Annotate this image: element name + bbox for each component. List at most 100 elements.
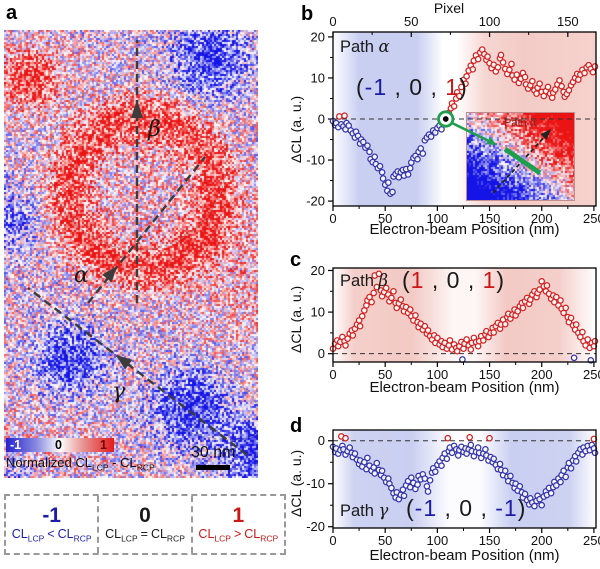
y-tick-label: -20 bbox=[306, 194, 325, 209]
data-point bbox=[366, 148, 373, 156]
top-tick-label: 0 bbox=[329, 14, 336, 29]
legend-formula: CLLCP > CLRCP bbox=[198, 527, 279, 544]
x-tick-label: 250 bbox=[583, 533, 600, 548]
panel-a-letter: a bbox=[6, 2, 18, 24]
data-point bbox=[450, 102, 458, 110]
legend-value: 0 bbox=[139, 504, 151, 528]
x-tick-label: 0 bbox=[329, 367, 336, 382]
legend-formula: CLLCP = CLRCP bbox=[105, 527, 185, 544]
data-point bbox=[562, 304, 570, 312]
data-point bbox=[536, 286, 543, 293]
scalebar-bar bbox=[196, 465, 230, 470]
data-point bbox=[446, 337, 454, 344]
colorbar-caption-minus: - CL bbox=[112, 455, 137, 470]
plot-frame bbox=[332, 267, 597, 363]
data-point bbox=[359, 138, 367, 146]
data-point bbox=[482, 445, 489, 453]
data-point bbox=[567, 464, 575, 472]
legend-value: 1 bbox=[232, 504, 245, 528]
data-point bbox=[521, 490, 529, 498]
data-point bbox=[421, 475, 429, 482]
y-tick-label: 0 bbox=[318, 433, 325, 448]
data-point bbox=[379, 175, 387, 182]
panel-c-yaxis-label: ΔCL (a. u.) bbox=[288, 285, 304, 353]
x-tick-label: 50 bbox=[378, 211, 392, 226]
data-point bbox=[536, 80, 543, 88]
x-tick-label: 0 bbox=[329, 211, 336, 226]
data-point bbox=[513, 71, 521, 79]
panel-d-letter: d bbox=[290, 415, 303, 437]
data-point bbox=[591, 449, 599, 457]
x-tick-label: 150 bbox=[479, 211, 501, 226]
map-paths-overlay: α β γ bbox=[27, 40, 258, 456]
data-point bbox=[552, 482, 560, 489]
data-point bbox=[349, 332, 357, 339]
colorbar-caption: Normalized CLLCP - CLRCP bbox=[6, 455, 155, 473]
data-point bbox=[421, 322, 429, 330]
inset-overlay bbox=[492, 129, 551, 194]
data-point bbox=[547, 489, 555, 497]
data-point bbox=[370, 289, 378, 297]
data-point bbox=[591, 63, 599, 70]
path-alpha-arrowhead bbox=[102, 266, 117, 283]
colorbar-caption-sub-lcp: LCP bbox=[91, 462, 109, 473]
inset-path-alpha-arrowhead bbox=[540, 129, 551, 140]
data-point bbox=[427, 133, 435, 140]
x-tick-label: 100 bbox=[427, 367, 449, 382]
cl-polarization-map bbox=[4, 30, 258, 478]
data-point bbox=[375, 270, 383, 278]
data-point bbox=[497, 51, 505, 59]
data-point bbox=[506, 66, 513, 74]
data-point bbox=[414, 481, 421, 488]
data-point bbox=[434, 334, 441, 342]
path-alpha-dashed-line bbox=[87, 156, 206, 304]
data-point bbox=[406, 164, 414, 172]
panel-d-annotation: (-1 , 0 , -1) bbox=[406, 495, 527, 521]
data-point bbox=[556, 77, 563, 84]
data-point bbox=[404, 171, 412, 178]
x-tick-label: 50 bbox=[378, 533, 392, 548]
data-point bbox=[521, 73, 529, 81]
polarization-legend: -1 CLLCP < CLRCP 0 CLLCP = CLRCP 1 CLLCP > CLR… bbox=[4, 494, 286, 555]
data-point bbox=[589, 68, 597, 76]
panel-c-xaxis-label: Electron-beam Position (nm) bbox=[369, 379, 560, 396]
plot-frame bbox=[332, 429, 597, 529]
data-point bbox=[581, 69, 588, 77]
data-point bbox=[360, 458, 368, 466]
data-point bbox=[399, 486, 407, 494]
panel-b-xaxis-label: Electron-beam Position (nm) bbox=[369, 221, 560, 238]
data-point bbox=[438, 462, 445, 470]
colorbar-max-label: 1 bbox=[100, 438, 107, 452]
data-point bbox=[474, 444, 482, 451]
data-point bbox=[567, 314, 575, 322]
data-point bbox=[494, 63, 502, 71]
x-tick-label: 50 bbox=[378, 367, 392, 382]
data-point bbox=[431, 468, 439, 476]
data-point bbox=[412, 312, 419, 319]
legend-cell-zero: 0 CLLCP = CLRCP bbox=[97, 496, 190, 553]
legend-value: -1 bbox=[42, 504, 61, 528]
data-point bbox=[368, 298, 375, 306]
colorbar bbox=[6, 438, 114, 452]
y-tick-label: 20 bbox=[311, 263, 325, 278]
data-point bbox=[358, 312, 366, 320]
panel-b-letter: b bbox=[301, 3, 314, 25]
data-point bbox=[397, 296, 405, 303]
data-point bbox=[454, 452, 462, 459]
data-point bbox=[467, 441, 475, 449]
x-tick-label: 250 bbox=[583, 367, 600, 382]
y-tick-label: 10 bbox=[311, 70, 325, 85]
data-point bbox=[519, 304, 527, 312]
data-point bbox=[579, 328, 586, 336]
inset-path-alpha-dashed-line bbox=[492, 133, 548, 194]
colorbar-caption-sub-rcp: RCP bbox=[136, 462, 155, 473]
data-point bbox=[414, 155, 421, 163]
x-tick-label: 200 bbox=[531, 533, 553, 548]
data-point bbox=[507, 472, 514, 480]
data-point bbox=[501, 320, 509, 328]
x-tick-label: 200 bbox=[531, 211, 553, 226]
data-point bbox=[462, 80, 469, 88]
data-point bbox=[484, 53, 491, 60]
panel-d-yaxis-label: ΔCL (a. u.) bbox=[288, 449, 304, 517]
data-point bbox=[458, 83, 465, 91]
